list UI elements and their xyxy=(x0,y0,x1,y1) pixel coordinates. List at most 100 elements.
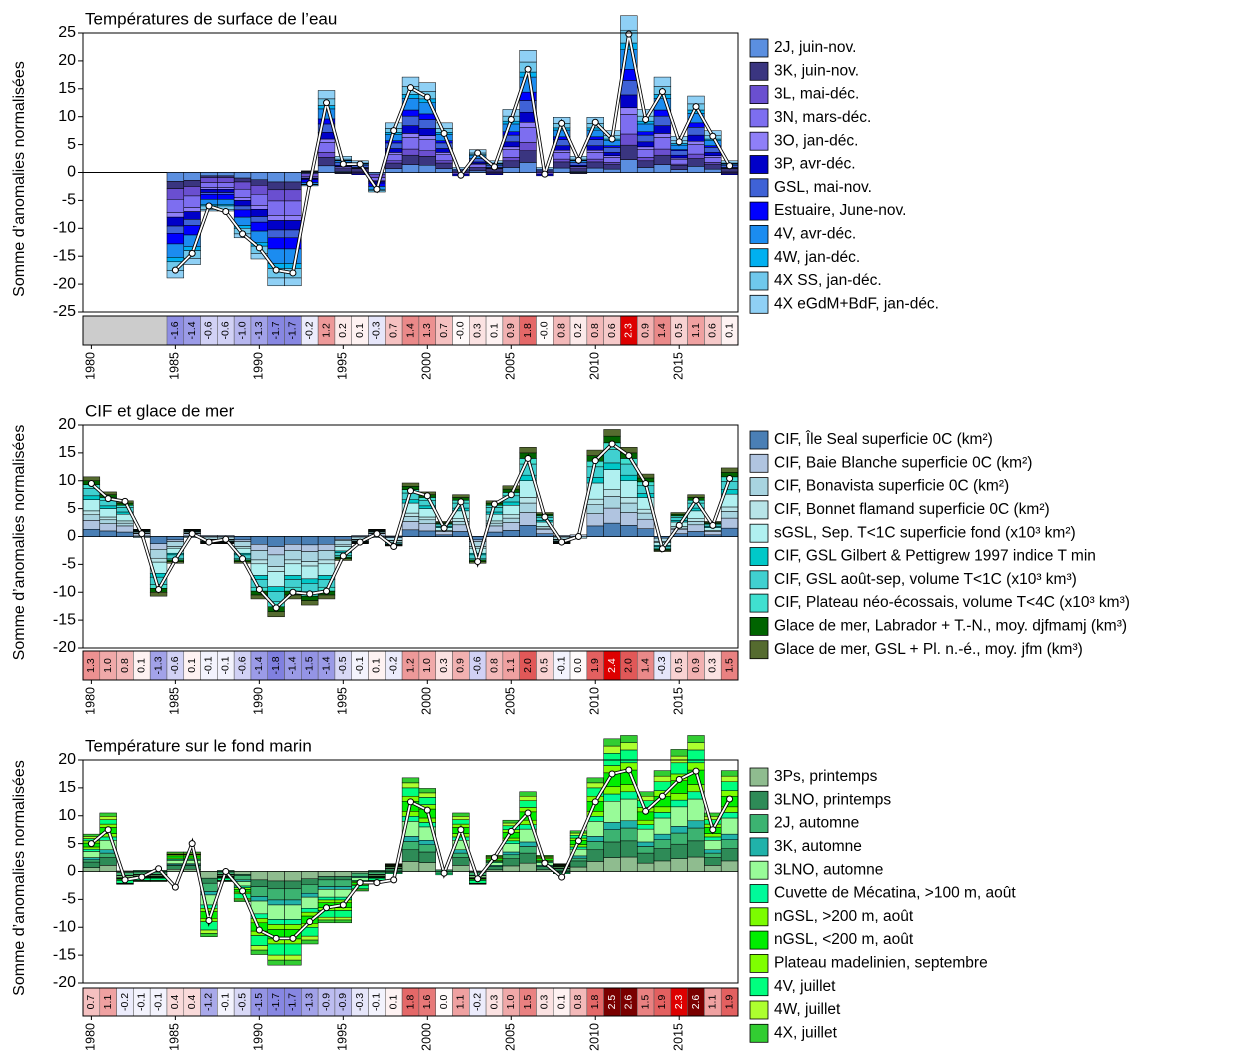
bar-segment xyxy=(536,533,554,537)
legend-swatch xyxy=(749,767,769,787)
bar-segment xyxy=(586,498,604,505)
bar-segment xyxy=(586,821,604,837)
bar-segment xyxy=(200,871,218,879)
bar-segment xyxy=(586,504,604,514)
bar-segment xyxy=(116,870,134,872)
sum-point xyxy=(373,185,381,193)
mean-label: -0.1 xyxy=(152,993,164,1011)
cell-frame xyxy=(82,987,739,1017)
legend-swatch xyxy=(749,570,769,590)
x-tick-label: 2000 xyxy=(420,1023,434,1051)
bar-segment xyxy=(200,535,218,537)
sum-point xyxy=(171,883,179,891)
bar-segment xyxy=(116,531,134,537)
bar-segment xyxy=(317,594,336,600)
mean-label: 1.1 xyxy=(102,995,114,1010)
bar-segment xyxy=(653,164,672,173)
bar-segment xyxy=(687,158,705,167)
bar-segment xyxy=(250,536,268,545)
sum-point xyxy=(87,840,95,848)
mean-label: 0.8 xyxy=(488,658,500,673)
bar-segment xyxy=(166,199,185,213)
bar-segment xyxy=(301,536,319,546)
y-axis-label: Somme d’anomalies normalisées xyxy=(11,61,28,297)
legend-swatch xyxy=(749,201,769,221)
bar-segment xyxy=(267,943,285,956)
bar-segment xyxy=(519,512,537,526)
sum-point xyxy=(591,118,599,126)
bar-segment xyxy=(166,243,185,258)
bar-segment xyxy=(267,536,285,547)
bar-segment xyxy=(401,115,420,126)
bar-segment xyxy=(603,462,621,470)
bar-segment xyxy=(317,916,336,921)
mean-label: 0.8 xyxy=(119,658,131,673)
sum-point xyxy=(726,162,734,170)
y-tick-label: 0 xyxy=(67,164,76,181)
y-tick-label: 20 xyxy=(58,416,76,433)
bar-segment xyxy=(418,156,436,166)
y-tick-label: 25 xyxy=(58,24,76,41)
bar-segment xyxy=(250,935,268,946)
x-tick-label: 2015 xyxy=(672,687,686,715)
y-tick-label: -20 xyxy=(53,275,76,292)
bar-segment xyxy=(183,172,201,181)
mean-label: 0.2 xyxy=(337,323,349,338)
mean-label: 1.5 xyxy=(723,658,735,673)
bar-segment xyxy=(317,142,336,153)
mean-label: 0.8 xyxy=(589,323,601,338)
bar-segment xyxy=(620,502,638,513)
bar-segment xyxy=(603,522,621,537)
mean-label: -1.7 xyxy=(270,993,282,1011)
bar-segment xyxy=(317,889,336,898)
bar-segment xyxy=(166,188,185,200)
legend-label: 3LNO, printemps xyxy=(774,791,891,808)
mean-label: -0.3 xyxy=(371,321,383,339)
bar-segment xyxy=(519,862,537,872)
bar-segment xyxy=(452,852,470,858)
x-tick-label: 2010 xyxy=(588,1023,602,1051)
sum-point xyxy=(591,457,599,465)
bar-segment xyxy=(418,519,436,524)
sum-point xyxy=(205,538,213,546)
mean-label: 0.1 xyxy=(555,995,567,1010)
bar-segment xyxy=(116,520,134,524)
bar-segment xyxy=(553,158,571,163)
bar-segment xyxy=(149,877,168,881)
bar-segment xyxy=(670,150,688,156)
bar-segment xyxy=(116,883,134,885)
bar-segment xyxy=(636,512,655,520)
bar-segment xyxy=(603,745,621,754)
mean-label: 0.9 xyxy=(639,323,651,338)
sum-point xyxy=(272,934,280,942)
bar-segment xyxy=(284,575,302,580)
bar-segment xyxy=(317,871,336,877)
bar-segment xyxy=(418,844,436,853)
bar-segment xyxy=(519,795,537,801)
bar-segment xyxy=(149,880,168,882)
bar-segment xyxy=(418,862,436,872)
bar-segment xyxy=(452,819,470,825)
bar-segment xyxy=(720,860,739,872)
bar-segment xyxy=(166,541,185,547)
bar-segment xyxy=(217,204,235,207)
bar-segment xyxy=(334,876,352,881)
missing-cell xyxy=(149,315,168,346)
legend-swatch xyxy=(749,131,769,151)
legend-label: 3P, avr-déc. xyxy=(774,156,856,173)
bar-segment xyxy=(418,82,436,92)
sum-point xyxy=(558,119,566,127)
bar-segment xyxy=(620,840,638,858)
bar-segment xyxy=(250,221,268,232)
bar-segment xyxy=(636,528,655,537)
bar-segment xyxy=(284,888,302,901)
x-tick-label: 2005 xyxy=(504,687,518,715)
legend-label: CIF, GSL août-sep, volume T<1C (x10³ km³… xyxy=(774,571,1077,588)
bar-segment xyxy=(99,857,117,866)
legend-label: Cuvette de Mécatina, >100 m, août xyxy=(774,885,1016,902)
y-tick-label: -10 xyxy=(53,220,76,237)
bar-segment xyxy=(301,939,319,945)
bar-segment xyxy=(317,563,336,576)
bar-segment xyxy=(569,866,588,872)
